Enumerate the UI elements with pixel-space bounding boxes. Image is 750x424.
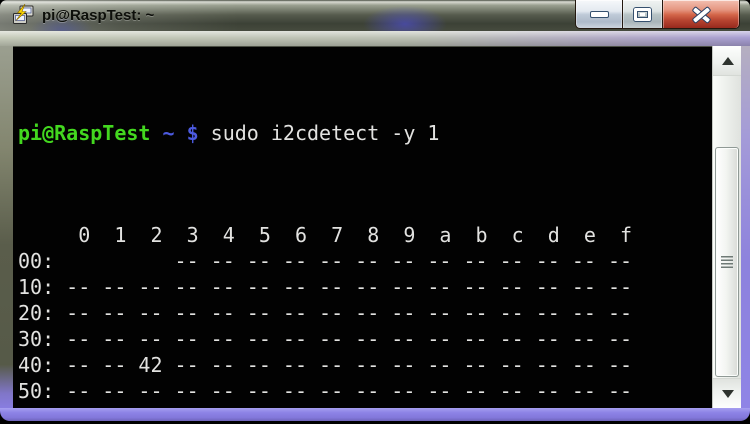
scroll-down-button[interactable] bbox=[713, 378, 742, 408]
terminal-screen[interactable]: pi@RaspTest ~ $ sudo i2cdetect -y 1 0 1 … bbox=[13, 46, 712, 421]
i2c-grid-line: 20: -- -- -- -- -- -- -- -- -- -- -- -- … bbox=[18, 301, 633, 325]
titlebar-lower-strip bbox=[0, 31, 750, 46]
putty-terminal-icon bbox=[13, 4, 34, 24]
i2c-grid-line: 40: -- -- 42 -- -- -- -- -- -- -- -- -- … bbox=[18, 353, 633, 377]
close-button[interactable] bbox=[662, 0, 740, 29]
prompt-path: ~ $ bbox=[150, 121, 211, 145]
prompt-user: pi@RaspTest bbox=[18, 121, 151, 145]
i2c-grid-line: 00: -- -- -- -- -- -- -- -- -- -- -- -- … bbox=[18, 249, 633, 273]
window-title: pi@RaspTest: ~ bbox=[42, 7, 155, 24]
i2c-grid-line: 0 1 2 3 4 5 6 7 8 9 a b c d e f bbox=[18, 223, 633, 247]
i2c-grid-line: 30: -- -- -- -- -- -- -- -- -- -- -- -- … bbox=[18, 327, 633, 351]
command-line: pi@RaspTest ~ $ sudo i2cdetect -y 1 bbox=[18, 120, 632, 146]
terminal-output: pi@RaspTest ~ $ sudo i2cdetect -y 1 0 1 … bbox=[18, 48, 632, 421]
window-border-bottom bbox=[0, 408, 750, 421]
arrow-down-icon bbox=[721, 389, 734, 398]
scrollbar[interactable] bbox=[712, 46, 742, 408]
maximize-button[interactable] bbox=[622, 0, 663, 29]
window-border-right bbox=[741, 46, 750, 408]
scrollbar-thumb[interactable] bbox=[715, 147, 739, 377]
i2c-grid-line: 50: -- -- -- -- -- -- -- -- -- -- -- -- … bbox=[18, 379, 633, 403]
i2c-grid-line: 10: -- -- -- -- -- -- -- -- -- -- -- -- … bbox=[18, 275, 633, 299]
titlebar[interactable]: pi@RaspTest: ~ bbox=[0, 0, 750, 31]
i2c-grid: 0 1 2 3 4 5 6 7 8 9 a b c d e f 00: -- --… bbox=[18, 222, 632, 421]
scroll-up-button[interactable] bbox=[713, 46, 742, 76]
window-border-left bbox=[0, 46, 13, 408]
command-text: sudo i2cdetect -y 1 bbox=[210, 121, 440, 145]
close-icon bbox=[693, 7, 710, 22]
arrow-up-icon bbox=[721, 56, 734, 65]
minimize-button[interactable] bbox=[575, 0, 623, 29]
minimize-icon bbox=[590, 11, 608, 17]
window-controls bbox=[575, 0, 740, 29]
maximize-icon bbox=[634, 7, 651, 21]
